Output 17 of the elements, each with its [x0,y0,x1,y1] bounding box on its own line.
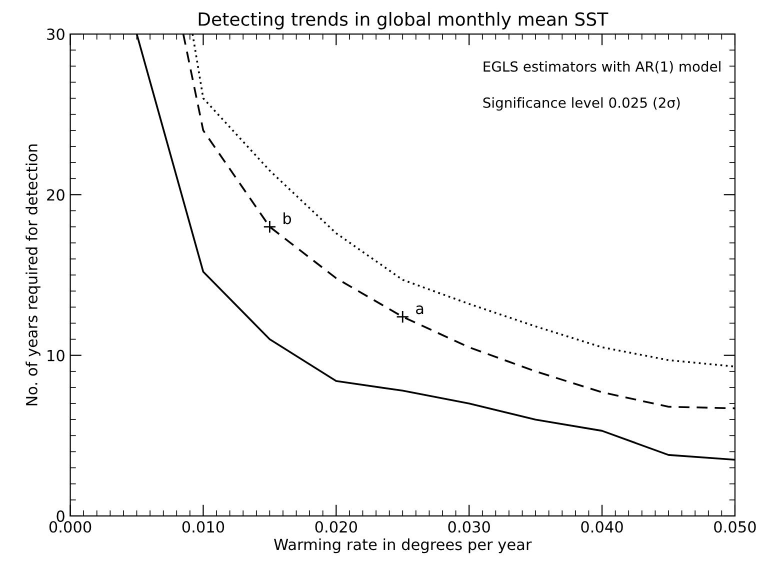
x-tick-label: 0.050 [714,521,756,533]
annotation: EGLS estimators with AR(1) model [484,61,720,74]
chart-title: Detecting trends in global monthly mean SST [198,12,608,30]
y-tick-label: 10 [48,350,64,362]
x-tick-label: 0.010 [182,521,224,533]
x-tick-label: 0.000 [49,521,92,533]
x-tick-label: 0.030 [448,521,490,533]
y-tick-label: 30 [47,28,64,40]
annotation: b [284,212,292,224]
y-axis-title: No. of years required for detection [26,144,40,406]
x-axis-title: Warming rate in degrees per year [274,538,532,554]
x-tick-label: 0.040 [581,521,623,533]
x-tick-label: 0.020 [315,521,358,533]
y-tick-label: 0 [56,510,64,522]
y-tick-label: 20 [47,189,64,201]
annotation: a [416,305,424,314]
annotation: Significance level 0.025 (2σ) [483,97,680,111]
